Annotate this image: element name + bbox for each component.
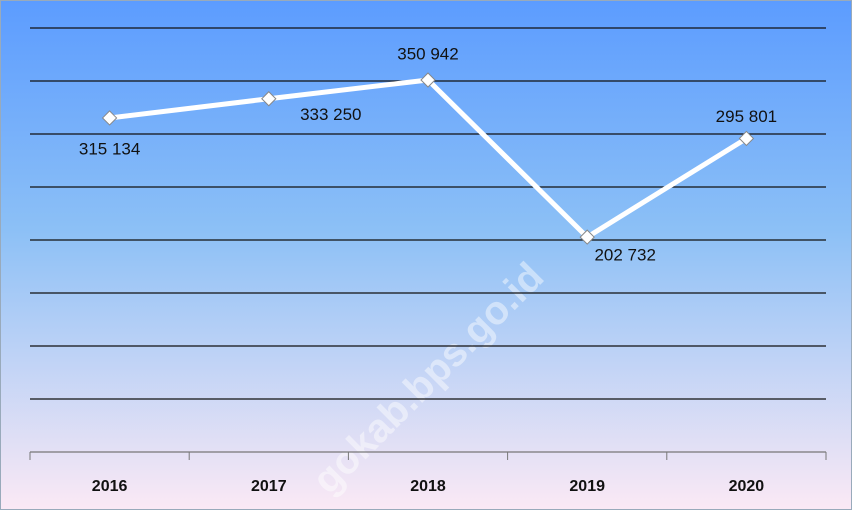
marker: [738, 130, 755, 147]
marker: [101, 110, 118, 126]
x-tick-label: 2018: [410, 478, 446, 495]
marker: [261, 91, 277, 107]
x-tick-label: 2019: [569, 478, 605, 495]
x-tick-label: 2020: [729, 478, 765, 495]
data-label: 315 134: [79, 139, 140, 158]
x-tick-label: 2016: [92, 478, 128, 495]
x-tick-label: 2017: [251, 478, 287, 495]
data-label: 202 732: [594, 246, 655, 265]
marker: [420, 72, 436, 88]
data-label: 333 250: [300, 105, 361, 124]
data-label: 295 801: [716, 107, 777, 126]
marker: [579, 229, 595, 245]
data-label: 350 942: [397, 44, 458, 63]
